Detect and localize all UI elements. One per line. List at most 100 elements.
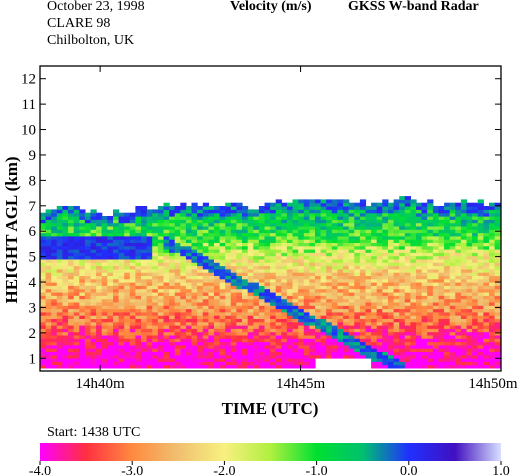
heatmap-cell: [472, 295, 479, 300]
heatmap-cell: [180, 325, 187, 329]
heatmap-cell: [404, 328, 411, 333]
heatmap-cell: [40, 216, 47, 220]
heatmap-cell: [157, 278, 165, 283]
heatmap-cell: [326, 295, 333, 300]
heatmap-cell: [197, 328, 204, 333]
heatmap-cell: [242, 318, 249, 323]
heatmap-cell: [202, 255, 209, 260]
heatmap-cell: [141, 308, 148, 313]
heatmap-cell: [242, 242, 249, 247]
heatmap-cell: [141, 275, 148, 280]
heatmap-cell: [449, 262, 456, 267]
heatmap-cell: [45, 268, 52, 273]
heatmap-cell: [62, 318, 69, 323]
heatmap-cell: [286, 348, 294, 352]
heatmap-cell: [214, 351, 221, 356]
heatmap-cell: [376, 358, 383, 362]
instrument-label: GKSS W-band Radar: [348, 0, 479, 14]
heatmap-cell: [455, 249, 462, 253]
heatmap-cell: [96, 308, 103, 313]
heatmap-cell: [483, 255, 490, 260]
heatmap-cell: [309, 222, 316, 227]
heatmap-cell: [62, 331, 69, 336]
heatmap-cell: [359, 262, 367, 267]
heatmap-cell: [309, 258, 316, 263]
heatmap-cell: [393, 278, 400, 283]
heatmap-cell: [90, 245, 97, 250]
heatmap-cell: [202, 229, 209, 234]
heatmap-cell: [84, 268, 92, 273]
heatmap-cell: [489, 249, 496, 253]
heatmap-cell: [455, 219, 462, 224]
heatmap-cell: [376, 275, 383, 280]
heatmap-cell: [354, 239, 361, 243]
heatmap-cell: [230, 288, 237, 293]
heatmap-cell: [320, 219, 327, 224]
y-tick-label: 9: [29, 148, 37, 164]
heatmap-cell: [191, 222, 198, 227]
heatmap-cell: [225, 292, 232, 296]
heatmap-cell: [174, 245, 181, 250]
heatmap-cell: [438, 361, 445, 366]
heatmap-cell: [455, 255, 462, 260]
heatmap-cell: [460, 232, 468, 237]
heatmap-cell: [141, 325, 148, 329]
heatmap-cell: [365, 285, 372, 290]
heatmap-cell: [202, 249, 209, 253]
heatmap-cell: [472, 249, 479, 253]
heatmap-cell: [146, 229, 153, 234]
heatmap-cell: [472, 225, 479, 230]
heatmap-cell: [320, 338, 327, 343]
heatmap-cell: [455, 212, 462, 217]
heatmap-cell: [197, 222, 204, 227]
heatmap-cell: [455, 235, 462, 240]
heatmap-cell: [343, 272, 350, 276]
heatmap-cell: [219, 321, 226, 326]
heatmap-cell: [416, 301, 423, 306]
heatmap-cell: [359, 249, 367, 253]
heatmap-cell: [174, 239, 181, 243]
heatmap-cell: [258, 282, 266, 286]
heatmap-cell: [477, 202, 484, 207]
heatmap-cell: [141, 216, 148, 220]
heatmap-cell: [326, 225, 333, 230]
heatmap-cell: [258, 288, 266, 293]
heatmap-cell: [292, 338, 299, 343]
heatmap-cell: [388, 229, 395, 234]
heatmap-cell: [219, 341, 226, 346]
heatmap-cell: [376, 252, 383, 257]
heatmap-cell: [421, 272, 428, 276]
heatmap-cell: [399, 344, 406, 349]
heatmap-cell: [197, 301, 204, 306]
heatmap-cell: [432, 288, 440, 293]
heatmap-cell: [242, 295, 249, 300]
heatmap-cell: [202, 242, 209, 247]
heatmap-cell: [214, 212, 221, 217]
heatmap-cell: [376, 301, 383, 306]
heatmap-cell: [444, 225, 451, 230]
heatmap-cell: [404, 219, 411, 224]
heatmap-cell: [365, 252, 372, 257]
heatmap-cell: [326, 292, 333, 296]
heatmap-cell: [129, 358, 136, 362]
heatmap-cell: [309, 219, 316, 224]
heatmap-cell: [298, 305, 305, 310]
heatmap-cell: [107, 321, 114, 326]
heatmap-cell: [79, 216, 86, 220]
heatmap-cell: [438, 305, 445, 310]
heatmap-cell: [225, 212, 232, 217]
heatmap-cell: [483, 229, 490, 234]
heatmap-cell: [343, 292, 350, 296]
heatmap-cell: [236, 325, 243, 329]
heatmap-cell: [427, 318, 434, 323]
heatmap-cell: [343, 258, 350, 263]
heatmap-cell: [73, 255, 80, 260]
heatmap-cell: [320, 275, 327, 280]
heatmap-cell: [382, 268, 389, 273]
heatmap-cell: [354, 334, 361, 339]
heatmap-cell: [101, 334, 108, 339]
heatmap-cell: [472, 361, 479, 366]
heatmap-cell: [477, 358, 484, 362]
heatmap-cell: [214, 338, 221, 343]
heatmap-cell: [62, 252, 69, 257]
